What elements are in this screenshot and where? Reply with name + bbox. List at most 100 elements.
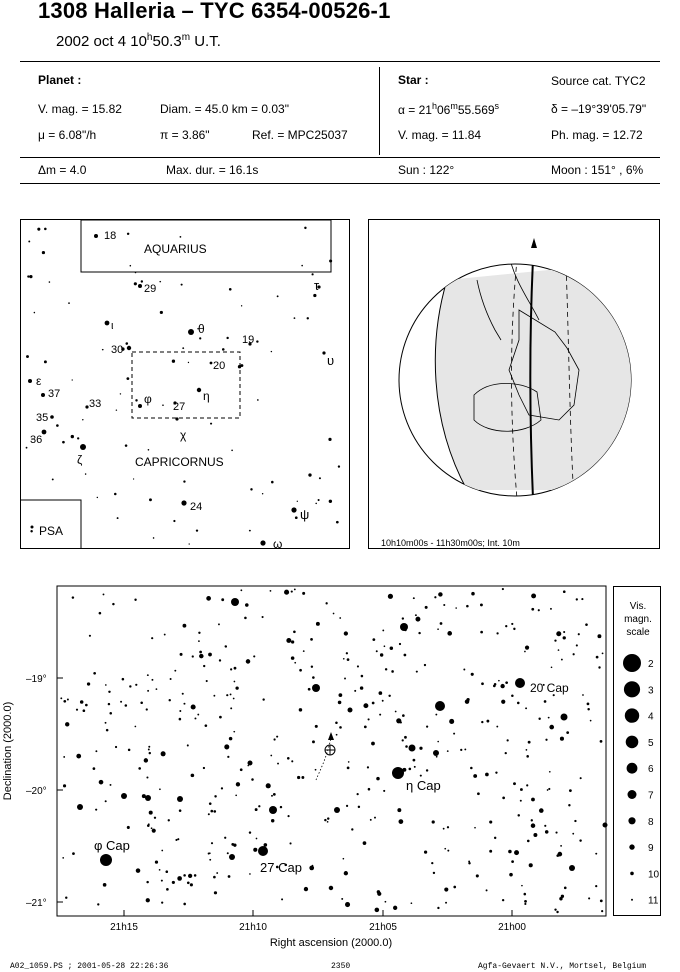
- magnitude-scale-items: 2 3 4 5 6 7 8 9 10 11: [623, 654, 660, 907]
- star-vmag: V. mag. = 11.84: [398, 128, 482, 142]
- field-star: [194, 717, 197, 720]
- map-star: [175, 417, 179, 421]
- field-star: [575, 644, 578, 647]
- field-star: [525, 749, 528, 751]
- field-star: [556, 631, 562, 637]
- field-star: [97, 903, 100, 906]
- field-star: [562, 590, 566, 594]
- field-star: [477, 792, 480, 796]
- map-star-faint: [248, 529, 251, 532]
- header-top-rule: [20, 61, 660, 62]
- field-star: [460, 748, 463, 751]
- map-star-faint: [96, 496, 99, 499]
- field-star: [147, 748, 150, 751]
- constellation-map: AQUARIUS CAPRICORNUS PSA 18 29 τ ι θ 19 …: [20, 219, 350, 549]
- map-star-faint: [84, 473, 87, 475]
- field-star-bright: [435, 701, 445, 711]
- field-star: [220, 787, 224, 790]
- field-star: [413, 765, 416, 768]
- field-star: [435, 713, 438, 716]
- field-star: [405, 745, 408, 748]
- field-star: [402, 767, 407, 772]
- field-star: [138, 767, 142, 770]
- map-star-faint: [70, 434, 74, 439]
- planet-diameter: Diam. = 45.0 km = 0.03": [160, 102, 289, 116]
- field-star: [230, 707, 233, 710]
- map-star-faint: [30, 530, 33, 533]
- field-star: [233, 730, 236, 733]
- field-star: [302, 591, 306, 595]
- field-star: [517, 814, 521, 817]
- map-star: [291, 507, 297, 513]
- field-star: [129, 685, 132, 688]
- field-star: [574, 819, 577, 823]
- field-star: [377, 891, 382, 896]
- field-star: [134, 725, 137, 728]
- field-star: [235, 782, 241, 787]
- field-star: [489, 820, 493, 824]
- field-star: [210, 809, 214, 813]
- map-star-faint: [276, 295, 279, 298]
- map-star-faint: [188, 543, 190, 545]
- field-star: [182, 623, 187, 628]
- ra-tick-label-2100: 21h00: [498, 922, 526, 933]
- map-star-faint: [26, 355, 29, 359]
- field-star: [286, 637, 292, 643]
- map-star-faint: [31, 438, 33, 440]
- field-star: [345, 804, 349, 808]
- map-star-faint: [313, 293, 317, 298]
- field-star: [513, 627, 516, 631]
- field-star: [414, 614, 417, 617]
- star-phmag: Ph. mag. = 12.72: [551, 128, 643, 142]
- field-star: [514, 850, 520, 856]
- label-star-33: 33: [89, 398, 101, 410]
- planet-heading: Planet :: [38, 73, 82, 87]
- landmass-outline: [508, 309, 580, 421]
- field-star: [269, 589, 272, 592]
- map-star: [126, 345, 132, 351]
- map-star-faint: [51, 478, 54, 481]
- map-star-faint: [171, 359, 176, 363]
- field-star: [466, 604, 469, 608]
- field-star: [231, 842, 235, 846]
- field-star: [528, 863, 533, 868]
- field-star: [588, 897, 591, 900]
- field-star: [415, 670, 418, 673]
- map-star: [260, 540, 266, 546]
- field-star: [434, 596, 437, 599]
- field-star: [444, 887, 449, 892]
- field-star: [500, 683, 505, 689]
- field-star: [60, 697, 63, 700]
- field-star: [383, 789, 386, 792]
- field-star: [199, 653, 204, 659]
- field-star: [504, 752, 507, 755]
- field-star: [314, 768, 317, 771]
- field-star: [85, 703, 88, 707]
- map-star-faint: [126, 377, 130, 380]
- field-star: [585, 623, 588, 626]
- scale-marker-mag-9: [629, 844, 635, 850]
- field-star: [523, 892, 527, 896]
- field-star: [347, 761, 350, 763]
- field-star: [471, 591, 475, 596]
- field-star: [120, 700, 123, 703]
- asteroid-track: [315, 737, 332, 781]
- field-star: [108, 690, 111, 694]
- field-star: [599, 899, 603, 903]
- field-star: [297, 775, 301, 780]
- field-star: [161, 901, 164, 904]
- field-star: [453, 885, 457, 889]
- source-catalog: Source cat. TYC2: [551, 74, 646, 88]
- field-star: [550, 607, 552, 610]
- scale-label-mag-7: 7: [648, 791, 654, 802]
- field-star: [489, 849, 493, 853]
- scale-label-mag-8: 8: [648, 817, 654, 828]
- map-star-faint: [129, 264, 132, 267]
- scale-label-mag-4: 4: [648, 712, 654, 723]
- field-star: [293, 630, 296, 634]
- globe-canvas: 10h10m00s - 11h30m00s; Int. 10m: [381, 238, 632, 548]
- field-star: [188, 873, 193, 879]
- field-star: [143, 758, 149, 763]
- field-star: [335, 733, 338, 736]
- field-star: [505, 625, 508, 628]
